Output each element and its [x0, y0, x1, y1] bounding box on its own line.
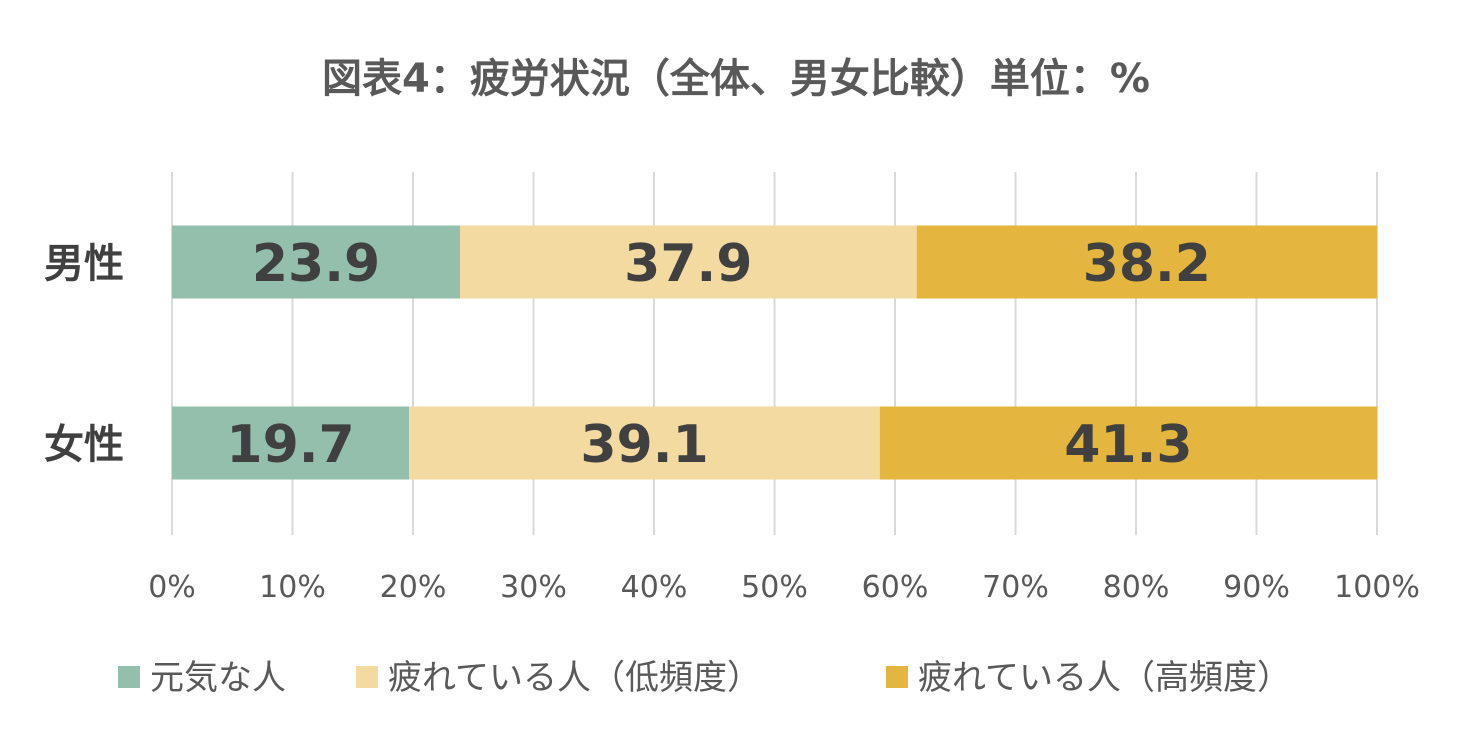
x-tick-label: 50%: [741, 570, 808, 605]
data-label: 19.7: [226, 415, 354, 475]
legend-swatch: [118, 666, 140, 688]
x-tick-label: 10%: [259, 570, 326, 605]
x-tick-label: 80%: [1103, 570, 1170, 605]
bar-segment: [172, 225, 460, 299]
data-label: 39.1: [580, 415, 708, 475]
x-tick-label: 20%: [380, 570, 447, 605]
bars: 23.9 37.9 38.2 19.7 39.1 41.3: [172, 225, 1377, 480]
legend-label: 疲れている人（低頻度）: [388, 658, 761, 698]
category-label: 女性: [44, 422, 124, 468]
legend: 元気な人 疲れている人（低頻度） 疲れている人（高頻度）: [118, 658, 1291, 698]
legend-label: 疲れている人（高頻度）: [918, 658, 1291, 698]
x-tick-label: 0%: [148, 570, 196, 605]
bar-segment: [459, 225, 917, 299]
category-label: 男性: [44, 241, 124, 287]
x-tick-label: 60%: [862, 570, 929, 605]
x-tick-label: 70%: [982, 570, 1049, 605]
x-axis-tick-labels: 0% 10% 20% 30% 40% 50% 60% 70% 80% 90% 100%: [148, 570, 1420, 605]
data-label: 23.9: [252, 234, 380, 294]
x-tick-label: 40%: [621, 570, 688, 605]
data-label: 41.3: [1064, 415, 1192, 475]
legend-swatch: [886, 666, 908, 688]
x-tick-label: 30%: [500, 570, 567, 605]
chart-title: 図表4：疲労状況（全体、男女比較）単位：%: [322, 56, 1150, 102]
data-label: 37.9: [624, 234, 752, 294]
x-tick-label: 90%: [1223, 570, 1290, 605]
bar-segment: [409, 406, 880, 480]
bar-segment: [916, 225, 1377, 299]
legend-label: 元気な人: [150, 658, 286, 698]
legend-swatch: [356, 666, 378, 688]
bar-segment: [879, 406, 1377, 480]
data-label: 38.2: [1083, 234, 1211, 294]
x-tick-label: 100%: [1334, 570, 1420, 605]
bar-segment: [172, 406, 410, 480]
